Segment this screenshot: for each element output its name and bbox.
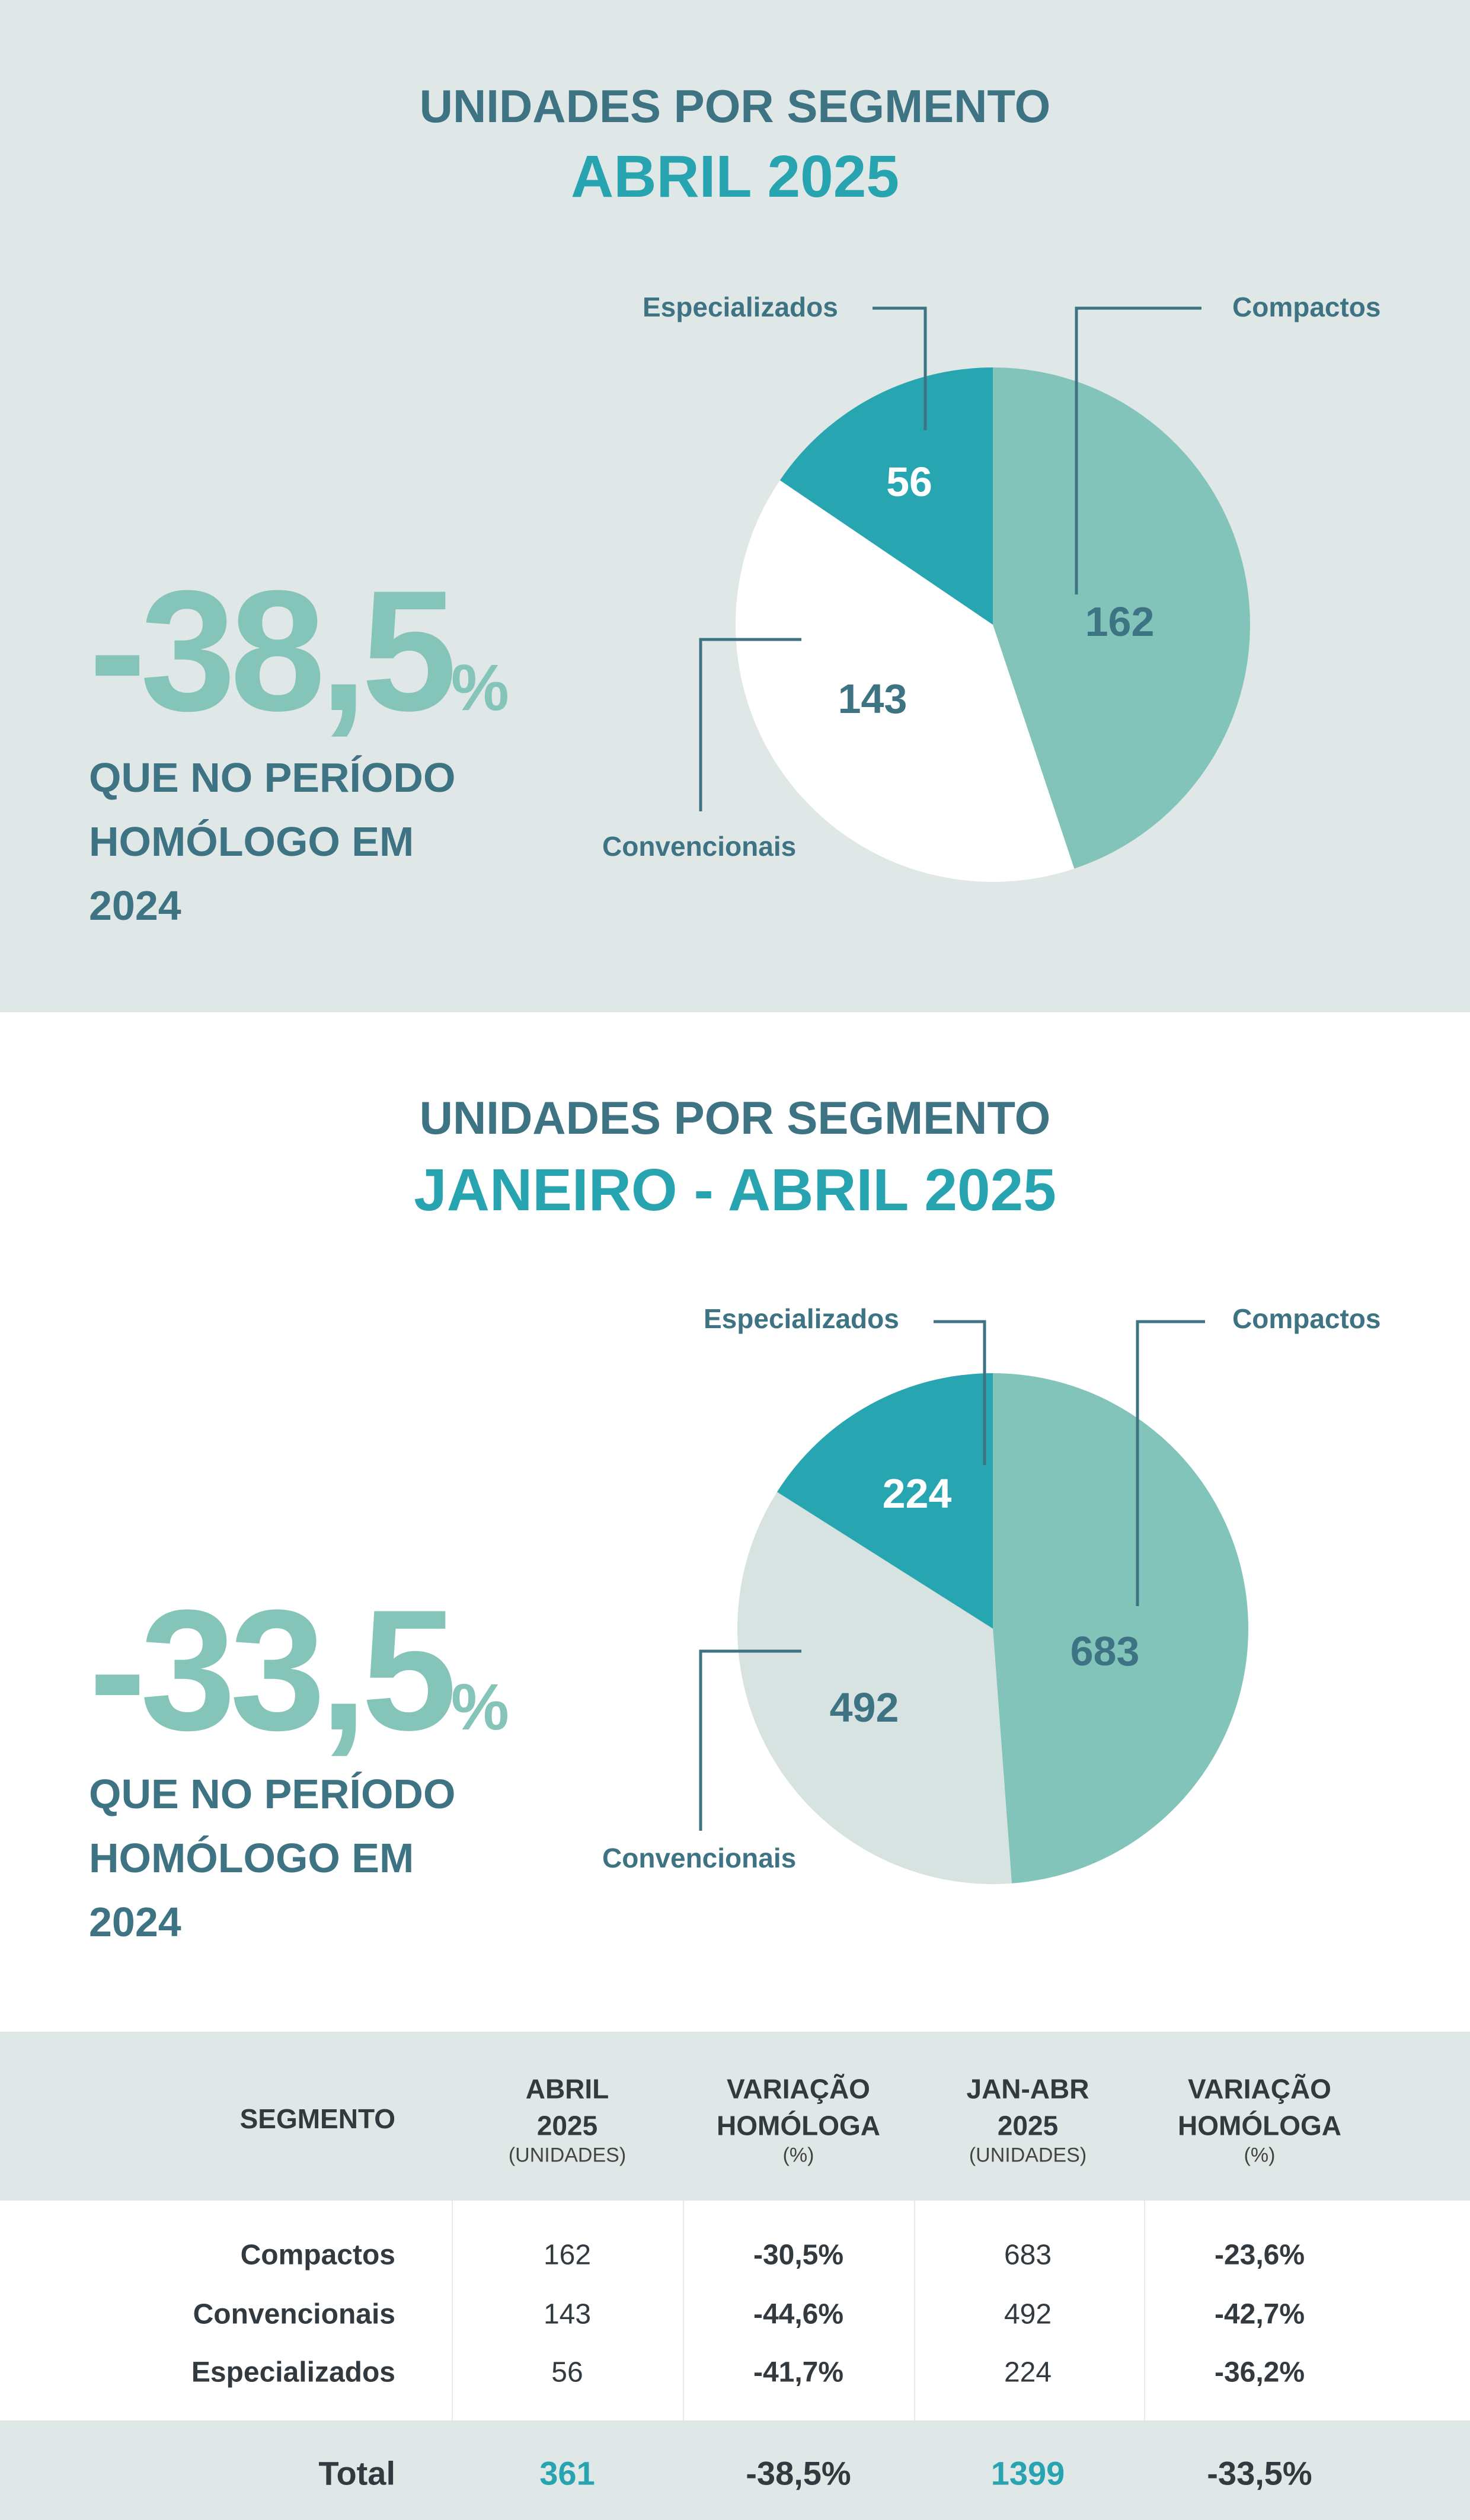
header-abril: ABRIL 2025 (UNIDADES) [509,2071,626,2167]
pie-slice-compactos [993,367,1250,869]
table-cell: 683 [1004,2239,1052,2271]
row-label: Convencionais [193,2298,395,2330]
row-label: Compactos [240,2239,395,2271]
section2-variation: -33,5% [89,1581,509,1796]
variation-value: -33,5 [89,1574,457,1766]
table-cell: 224 [1004,2356,1052,2388]
legend-convencionais: Convencionais [602,831,797,862]
table-cell: 143 [543,2298,592,2330]
table-cell: 492 [1004,2298,1052,2330]
table-total-row [0,2420,1470,2520]
header-line: HOMÓLOGA [1178,2110,1341,2141]
column-divider [1144,2201,1145,2420]
value-label-especializados: 224 [883,1470,952,1517]
pie-chart-april: 56 162 143 [699,306,1250,882]
header-variacao-jan-abr: VARIAÇÃO HOMÓLOGA (%) [1178,2071,1341,2167]
table-cell: -30,5% [753,2239,844,2271]
section1-title: UNIDADES POR SEGMENTO [419,80,1051,132]
value-label-compactos: 162 [1085,599,1155,645]
header-line: 2025 [536,2110,598,2141]
table-cell: 56 [551,2356,583,2388]
leader-line-compactos [1136,1320,1205,1606]
subtitle-line: 2024 [89,1899,181,1945]
subtitle-line: QUE NO PERÍODO [89,754,456,801]
header-unit: (UNIDADES) [969,2144,1087,2167]
total-cell: -38,5% [746,2454,851,2492]
column-divider [683,2201,684,2420]
table-cell: -36,2% [1214,2356,1305,2388]
value-label-convencionais: 143 [838,676,907,722]
legend-especializados: Especializados [704,1303,899,1334]
header-line: JAN-ABR [966,2073,1089,2105]
header-line: HOMÓLOGA [717,2110,880,2141]
pie-slice-compactos [993,1373,1249,1883]
pie-slice-convencionais [736,480,1075,882]
percent-sign: % [451,651,509,724]
row-label: Especializados [191,2356,395,2388]
section1-variation: -38,5% [89,562,509,777]
leader-line-especializados [934,1320,986,1465]
pie-chart-jan-apr: 224 683 492 [699,1320,1249,1884]
section2-title: UNIDADES POR SEGMENTO [419,1092,1051,1144]
percent-sign: % [451,1671,509,1744]
leader-line-convencionais [699,1649,801,1831]
total-cell: 361 [539,2454,595,2492]
variation-value: -38,5 [89,555,457,747]
subtitle-line: HOMÓLOGO EM [89,1835,414,1881]
legend-especializados: Especializados [643,292,838,322]
leader-line-convencionais [699,638,801,811]
value-label-especializados: 56 [886,459,932,505]
table-cell: -44,6% [753,2298,844,2330]
header-unit: (%) [1244,2144,1276,2167]
header-segmento: SEGMENTO [239,2103,395,2134]
section1-subtitle: QUE NO PERÍODO HOMÓLOGO EM 2024 [89,746,455,938]
header-unit: (%) [782,2144,814,2167]
leader-line-especializados [873,306,927,430]
column-divider [452,2201,453,2420]
header-jan-abr: JAN-ABR 2025 (UNIDADES) [967,2071,1089,2167]
pie-slice-especializados [779,367,993,625]
header-line: ABRIL [525,2073,609,2105]
section2-subtitle: QUE NO PERÍODO HOMÓLOGO EM 2024 [89,1762,455,1954]
legend-convencionais: Convencionais [602,1843,797,1873]
header-line: 2025 [997,2110,1059,2141]
pie-slice-especializados [776,1373,993,1629]
legend-compactos: Compactos [1232,1303,1381,1334]
table-cell: -23,6% [1214,2239,1305,2271]
header-variacao-abril: VARIAÇÃO HOMÓLOGA (%) [717,2071,880,2167]
table-header [0,2032,1470,2201]
total-cell: -33,5% [1207,2454,1312,2492]
subtitle-line: QUE NO PERÍODO [89,1771,456,1817]
value-label-compactos: 683 [1070,1628,1140,1674]
subtitle-line: 2024 [89,882,181,929]
value-label-convencionais: 492 [830,1684,899,1731]
total-label: Total [318,2454,395,2492]
header-line: VARIAÇÃO [1188,2073,1331,2105]
table-cell: 162 [543,2239,592,2271]
table-cell: -42,7% [1214,2298,1305,2330]
pie-slice-convencionais [737,1492,1012,1884]
column-divider [914,2201,915,2420]
header-line: VARIAÇÃO [727,2073,870,2105]
header-unit: (UNIDADES) [508,2144,627,2167]
legend-compactos: Compactos [1232,292,1381,322]
total-cell: 1399 [990,2454,1065,2492]
subtitle-line: HOMÓLOGO EM [89,818,414,865]
table-cell: -41,7% [753,2356,844,2388]
section1-period: ABRIL 2025 [571,143,899,210]
section2-period: JANEIRO - ABRIL 2025 [414,1157,1056,1223]
leader-line-compactos [1075,306,1201,594]
section-april [0,0,1470,1012]
